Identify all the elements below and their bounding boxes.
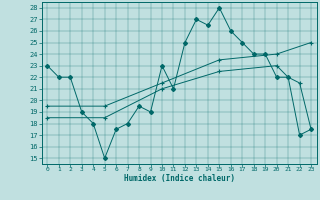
X-axis label: Humidex (Indice chaleur): Humidex (Indice chaleur) [124,174,235,183]
